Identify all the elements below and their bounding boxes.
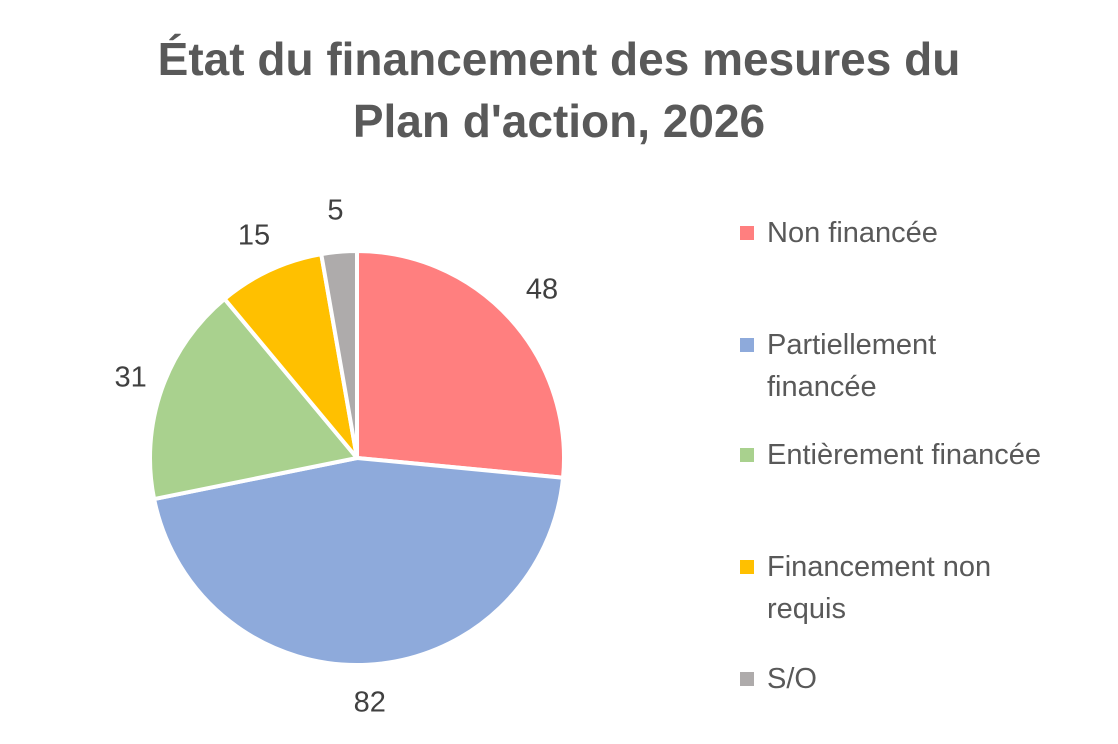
- legend-label: Partiellement financée: [767, 324, 1087, 408]
- data-label-partiellement-financee: 82: [353, 686, 386, 719]
- pie-slice-non-financee: [355, 249, 566, 480]
- legend-label-line: S/O: [767, 663, 817, 695]
- legend-label-line: Entièrement financée: [767, 439, 1042, 471]
- pie-slice-financement-non-requis: [222, 252, 359, 460]
- legend-label-line: Partiellement: [767, 329, 937, 361]
- legend-label: Non financée: [767, 212, 1087, 254]
- data-label-so: 5: [327, 194, 344, 227]
- legend-label-line: requis: [767, 593, 846, 625]
- legend-swatch: [740, 672, 754, 686]
- chart-title-line-2: Plan d'action, 2026: [352, 95, 766, 147]
- legend-label-line: financée: [767, 371, 877, 403]
- legend-label-line: Non financée: [767, 217, 938, 249]
- legend-label: Financement non requis: [767, 546, 1087, 630]
- data-label-entierement-financee: 31: [114, 361, 147, 394]
- legend-swatch: [740, 448, 754, 462]
- legend-swatch: [740, 226, 754, 240]
- pie-slice-partiellement-financee: [152, 456, 566, 668]
- legend-label: Entièrement financée: [767, 434, 1087, 476]
- chart-title-line-1: État du financement des mesures du: [157, 33, 961, 85]
- legend-label-line: Financement non: [767, 551, 992, 583]
- legend-swatch: [740, 338, 754, 352]
- pie-slice-entierement-financee: [148, 296, 359, 502]
- data-label-non-financee: 48: [525, 273, 559, 306]
- legend-swatch: [740, 560, 754, 574]
- chart-title: État du financement des mesures du Plan …: [0, 28, 1118, 152]
- pie-slice-so: [319, 249, 359, 460]
- legend-label: S/O: [767, 658, 1087, 700]
- data-label-financement-non-requis: 15: [237, 219, 271, 252]
